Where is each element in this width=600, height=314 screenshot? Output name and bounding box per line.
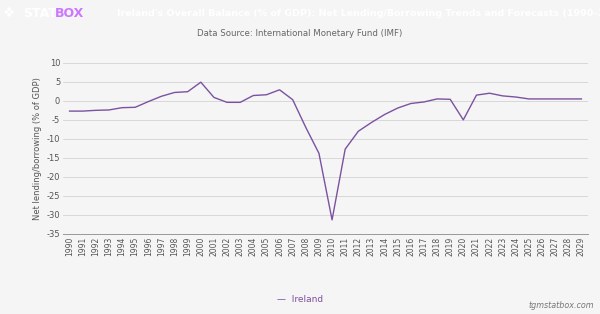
Text: Data Source: International Monetary Fund (IMF): Data Source: International Monetary Fund… xyxy=(197,29,403,38)
Text: ❖: ❖ xyxy=(3,6,16,20)
Text: STAT: STAT xyxy=(23,7,56,20)
Text: tgmstatbox.com: tgmstatbox.com xyxy=(529,301,594,310)
Text: Ireland's Overall Balance (% of GDP): Net Lending/Borrowing Trends and Forecasts: Ireland's Overall Balance (% of GDP): Ne… xyxy=(117,9,600,18)
Y-axis label: Net lending/borrowing (% of GDP): Net lending/borrowing (% of GDP) xyxy=(34,77,43,220)
Text: BOX: BOX xyxy=(55,7,85,20)
Text: —  Ireland: — Ireland xyxy=(277,295,323,304)
